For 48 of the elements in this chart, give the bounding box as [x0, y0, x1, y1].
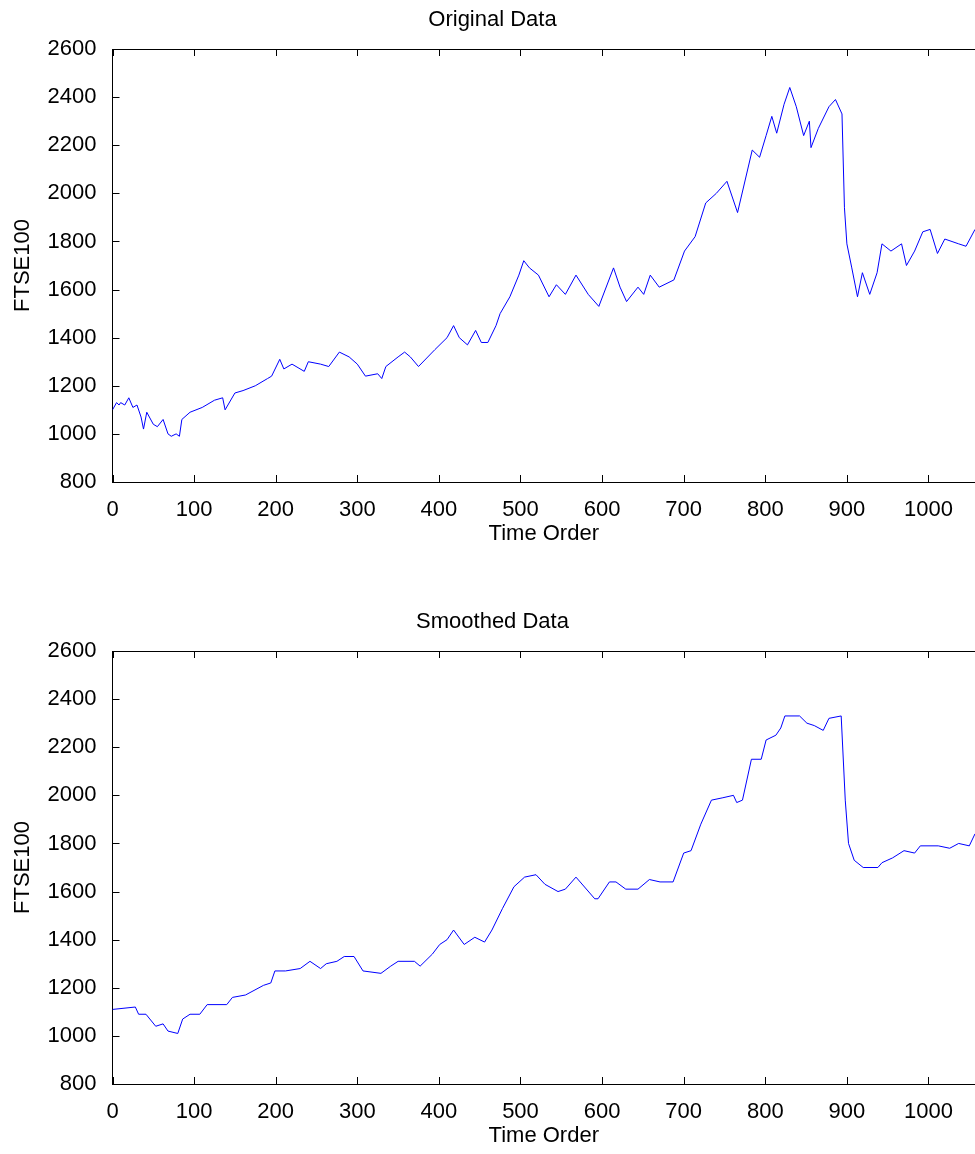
y-tick-label: 1000 — [47, 1021, 97, 1047]
x-tick-label: 800 — [746, 1098, 784, 1124]
x-tick-label: 200 — [257, 496, 295, 522]
y-tick-label: 2000 — [47, 179, 97, 205]
x-tick-label: 700 — [665, 1098, 703, 1124]
x-axis-title: Time Order — [488, 519, 599, 545]
x-tick-label: 400 — [420, 1098, 458, 1124]
y-tick-label: 2200 — [47, 131, 97, 157]
y-tick-label: 2600 — [47, 35, 97, 61]
x-tick-label: 0 — [106, 1098, 119, 1124]
y-tick-label: 1600 — [47, 877, 97, 903]
x-tick-label: 0 — [106, 496, 119, 522]
y-axis-title: FTSE100 — [9, 219, 35, 312]
x-tick-label: 1000 — [904, 496, 953, 522]
y-tick-label: 1800 — [47, 829, 97, 855]
y-axis-title: FTSE100 — [9, 821, 35, 914]
y-tick-label: 800 — [59, 1070, 97, 1096]
x-tick-label: 400 — [420, 496, 458, 522]
x-tick-label: 100 — [175, 496, 213, 522]
y-tick-label: 1800 — [47, 227, 97, 253]
y-tick-label: 2600 — [47, 637, 97, 663]
y-tick-label: 1200 — [47, 371, 97, 397]
x-tick-label: 800 — [746, 496, 784, 522]
x-tick-label: 300 — [338, 1098, 376, 1124]
x-tick-label: 900 — [828, 1098, 866, 1124]
y-tick-label: 2400 — [47, 83, 97, 109]
x-tick-label: 500 — [502, 496, 539, 522]
chart-title: Smoothed Data — [416, 608, 570, 634]
x-tick-label: 600 — [583, 1098, 621, 1124]
y-tick-label: 2000 — [47, 781, 97, 807]
y-tick-label: 1400 — [47, 323, 97, 349]
x-tick-label: 900 — [828, 496, 866, 522]
x-tick-label: 300 — [338, 496, 376, 522]
x-tick-label: 1000 — [904, 1098, 953, 1124]
x-axis-title: Time Order — [488, 1121, 599, 1147]
y-tick-label: 2400 — [47, 685, 97, 711]
x-tick-label: 100 — [175, 1098, 213, 1124]
x-tick-label: 600 — [583, 496, 621, 522]
x-tick-label: 200 — [257, 1098, 295, 1124]
x-tick-label: 700 — [665, 496, 703, 522]
x-tick-label: 500 — [502, 1098, 539, 1124]
y-tick-label: 1000 — [47, 419, 97, 445]
y-tick-label: 800 — [59, 468, 97, 494]
chart-title: Original Data — [428, 6, 558, 32]
y-tick-label: 1600 — [47, 275, 97, 301]
y-tick-label: 1400 — [47, 925, 97, 951]
y-tick-label: 1200 — [47, 973, 97, 999]
y-tick-label: 2200 — [47, 733, 97, 759]
